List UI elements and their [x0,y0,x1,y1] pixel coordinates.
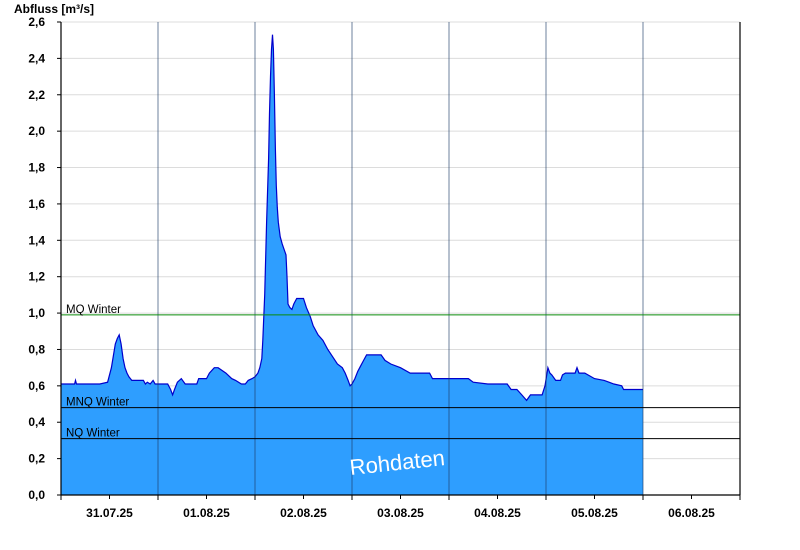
y-tick-label: 0,8 [28,342,45,356]
y-tick-label: 1,2 [28,270,45,284]
y-tick-label: 0,0 [28,488,45,502]
y-tick-label: 2,2 [28,88,45,102]
reference-lines: MQ Winter MNQ Winter NQ Winter [61,22,740,495]
y-tick-label: 1,6 [28,197,45,211]
x-tick-label: 04.08.25 [474,506,521,520]
y-tick-label: 2,0 [28,124,45,138]
discharge-line [61,34,643,402]
x-tick-label: 31.07.25 [86,506,133,520]
axes [57,21,741,500]
y-tick-labels: 0,0 0,2 0,4 0,6 0,8 1,0 1,2 1,4 1,6 1,8 2,0 2,2 2,4 2… [28,15,45,502]
reference-line-label: NQ Winter [66,428,120,440]
x-tick-label: 05.08.25 [571,506,618,520]
y-axis-label: Abfluss [m³/s] [14,2,94,16]
x-tick-label: 01.08.25 [183,506,230,520]
x-tick-labels: 31.07.25 01.08.25 02.08.25 03.08.25 04.08.25… [86,506,715,520]
x-tick-label: 06.08.25 [668,506,715,520]
y-tick-label: 2,6 [28,15,45,29]
y-tick-label: 1,8 [28,161,45,175]
discharge-area [61,34,643,495]
y-tick-label: 0,6 [28,379,45,393]
reference-line-label: MQ Winter [66,304,121,316]
y-tick-label: 1,0 [28,306,45,320]
y-tick-label: 1,4 [28,233,45,247]
x-tick-label: 03.08.25 [377,506,424,520]
grid-lines [61,21,740,460]
y-tick-label: 2,4 [28,51,45,65]
y-tick-label: 0,2 [28,452,45,466]
reference-line-label: MNQ Winter [66,397,129,409]
discharge-series [61,34,643,495]
x-tick-label: 02.08.25 [280,506,327,520]
y-tick-label: 0,4 [28,415,45,429]
